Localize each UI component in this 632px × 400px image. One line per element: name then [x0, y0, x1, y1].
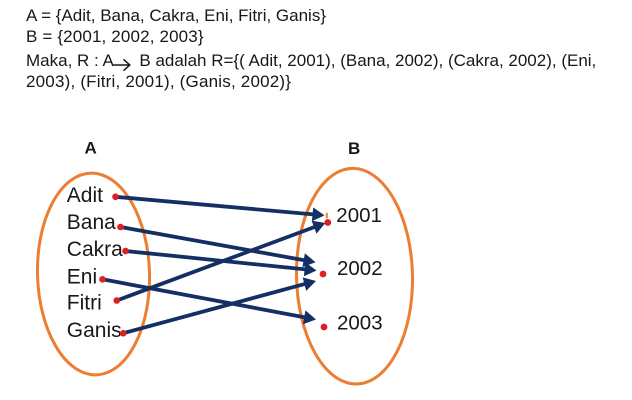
- svg-text:Ganis: Ganis: [67, 319, 122, 342]
- svg-text:B: B: [348, 139, 360, 158]
- svg-text:Fitri: Fitri: [67, 292, 102, 315]
- svg-text:Cakra: Cakra: [67, 238, 123, 261]
- svg-text:Eni: Eni: [67, 266, 97, 289]
- svg-text:2002: 2002: [337, 257, 383, 280]
- svg-text:Bana: Bana: [67, 211, 116, 234]
- svg-text:2003: 2003: [337, 312, 383, 335]
- svg-text:A: A: [85, 139, 97, 158]
- svg-text:Adit: Adit: [67, 184, 103, 207]
- svg-text:2001: 2001: [336, 204, 382, 227]
